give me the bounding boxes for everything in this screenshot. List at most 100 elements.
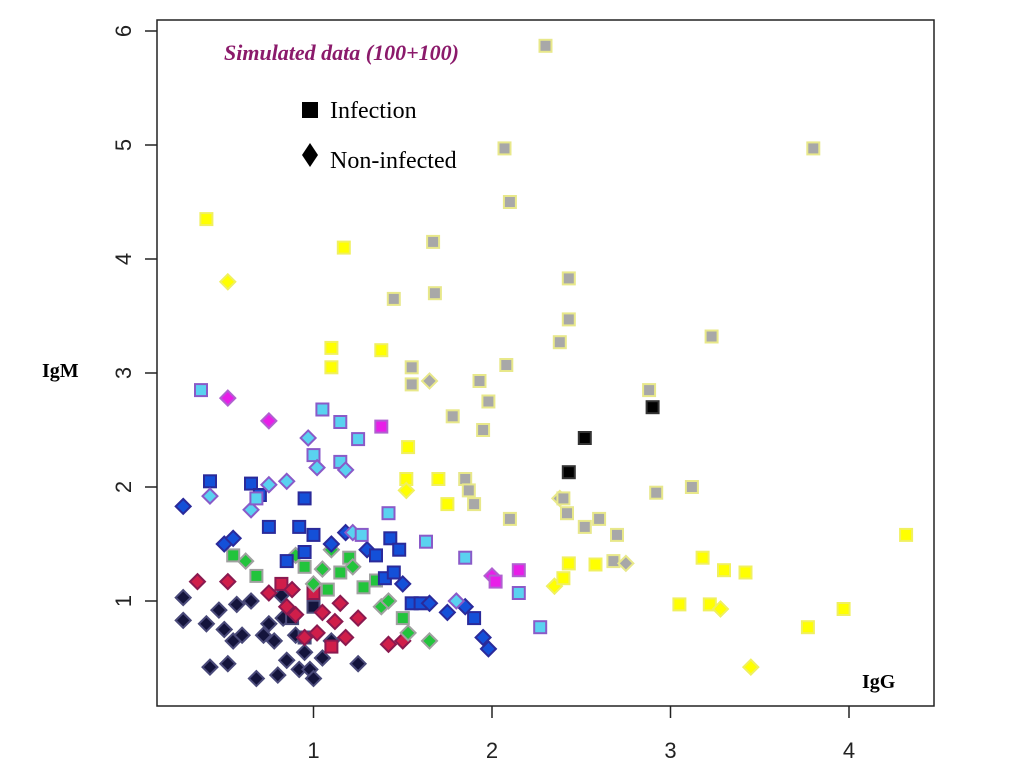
data-point-square [556, 491, 571, 506]
data-point-square [588, 557, 603, 572]
data-point-diamond [201, 658, 219, 677]
data-point-square [244, 476, 258, 491]
legend: Infection Non-infected [302, 98, 457, 174]
y-tick-label: 1 [111, 595, 136, 607]
data-point-square [561, 271, 576, 286]
data-point-square [642, 383, 657, 398]
data-point-diamond [224, 529, 243, 548]
data-point-diamond [313, 649, 332, 667]
data-point-diamond [259, 411, 278, 430]
data-point-square [481, 394, 496, 409]
data-point-diamond [247, 669, 266, 688]
data-point-diamond [420, 631, 439, 650]
data-point-diamond [242, 592, 260, 610]
data-point-square [279, 554, 294, 569]
data-point-square [426, 234, 441, 249]
data-point-square [306, 527, 321, 542]
data-point-diamond [741, 658, 760, 677]
data-point-diamond [277, 651, 296, 670]
data-point-diamond [331, 594, 350, 613]
data-point-diamond [201, 487, 219, 506]
data-point-square [488, 574, 503, 589]
data-point-square [467, 611, 482, 626]
data-point-diamond [286, 605, 305, 624]
data-point-square [249, 491, 264, 506]
data-point-square [315, 402, 330, 417]
data-point-square [306, 448, 321, 463]
data-point-diamond [197, 614, 216, 633]
data-point-square [249, 568, 264, 583]
data-point-diamond [283, 580, 301, 599]
data-point-square [502, 195, 517, 209]
data-point-square [561, 556, 576, 571]
data-point-square [649, 485, 664, 500]
data-point-square [458, 472, 473, 486]
y-tick-label: 4 [111, 253, 136, 265]
data-point-square [445, 409, 460, 424]
data-point-diamond [174, 611, 193, 630]
data-point-square [381, 506, 396, 521]
data-point-diamond [438, 603, 457, 622]
data-point-square [226, 548, 241, 563]
data-point-diamond [277, 597, 296, 616]
data-point-square [386, 565, 401, 580]
data-point-diamond [242, 500, 260, 519]
data-point-square [472, 374, 487, 388]
data-point-diamond [479, 639, 498, 658]
data-point-diamond [474, 628, 492, 647]
data-point-diamond [259, 614, 278, 633]
data-point-diamond [233, 626, 252, 645]
x-tick-label: 1 [307, 738, 319, 763]
data-point-square [672, 597, 687, 612]
data-point-square [404, 360, 419, 375]
data-point-square [899, 527, 914, 542]
data-point-diamond [420, 372, 439, 390]
data-point-square [419, 534, 433, 549]
data-point-square [440, 497, 455, 512]
x-tick-label: 4 [843, 738, 855, 763]
plot-frame [156, 19, 935, 707]
data-point-square [336, 240, 351, 255]
data-point-square [354, 527, 369, 542]
data-point-square [695, 550, 710, 565]
data-point-square [556, 571, 571, 586]
data-point-square [577, 431, 592, 445]
data-point-square [610, 527, 624, 542]
data-point-square [606, 554, 621, 569]
data-point-square [461, 483, 476, 498]
data-point-square [292, 519, 307, 534]
data-point-diamond [295, 628, 314, 647]
data-point-diamond [313, 560, 332, 578]
data-point-square [297, 559, 312, 574]
data-point-diamond [215, 620, 234, 639]
data-point-diamond [277, 472, 296, 491]
data-point-diamond [227, 595, 246, 614]
data-point-square [561, 465, 576, 480]
data-point-square [333, 415, 348, 429]
y-tick-label: 2 [111, 481, 136, 493]
data-point-diamond [343, 557, 362, 576]
data-point-diamond [188, 572, 207, 591]
axes: 1 2 3 4 1 2 3 4 5 6 [111, 25, 855, 763]
data-point-diamond [259, 475, 278, 494]
data-point-diamond [174, 588, 193, 607]
data-point-diamond [304, 574, 323, 593]
data-point-diamond [379, 592, 398, 610]
data-point-square [297, 491, 312, 506]
data-point-square [199, 212, 214, 227]
data-point-diamond [236, 552, 255, 571]
data-point-square [386, 291, 401, 306]
data-point-diamond [326, 612, 344, 631]
data-point-square [511, 586, 526, 600]
data-point-square [806, 141, 821, 156]
data-point-diamond [299, 429, 318, 447]
data-point-square [431, 472, 446, 486]
data-point-diamond [313, 603, 332, 622]
y-tick-label: 5 [111, 139, 136, 151]
data-point-square [374, 343, 389, 358]
data-point-square [533, 620, 548, 635]
data-point-diamond [349, 654, 368, 673]
x-tick-label: 2 [486, 738, 498, 763]
x-tick-label: 3 [664, 738, 676, 763]
